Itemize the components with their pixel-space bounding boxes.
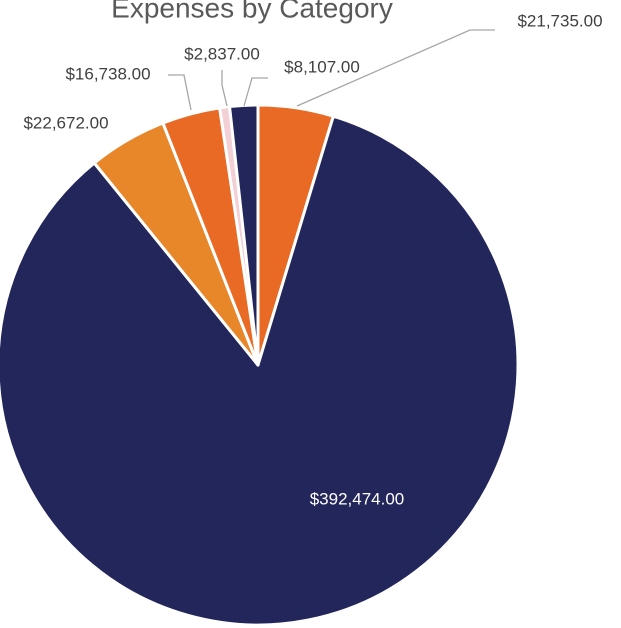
- data-label: $21,735.00: [517, 11, 602, 30]
- data-label: $2,837.00: [184, 44, 260, 63]
- chart-title: Expenses by Category: [111, 0, 393, 23]
- leader-line: [296, 29, 495, 107]
- data-label: $392,474.00: [310, 489, 405, 508]
- data-label: $8,107.00: [284, 57, 360, 76]
- leader-line: [221, 70, 228, 107]
- leader-line: [243, 77, 268, 107]
- data-label: $22,672.00: [23, 113, 108, 132]
- leader-line: [168, 74, 192, 111]
- data-label: $16,738.00: [65, 64, 150, 83]
- pie-slice: [0, 114, 520, 627]
